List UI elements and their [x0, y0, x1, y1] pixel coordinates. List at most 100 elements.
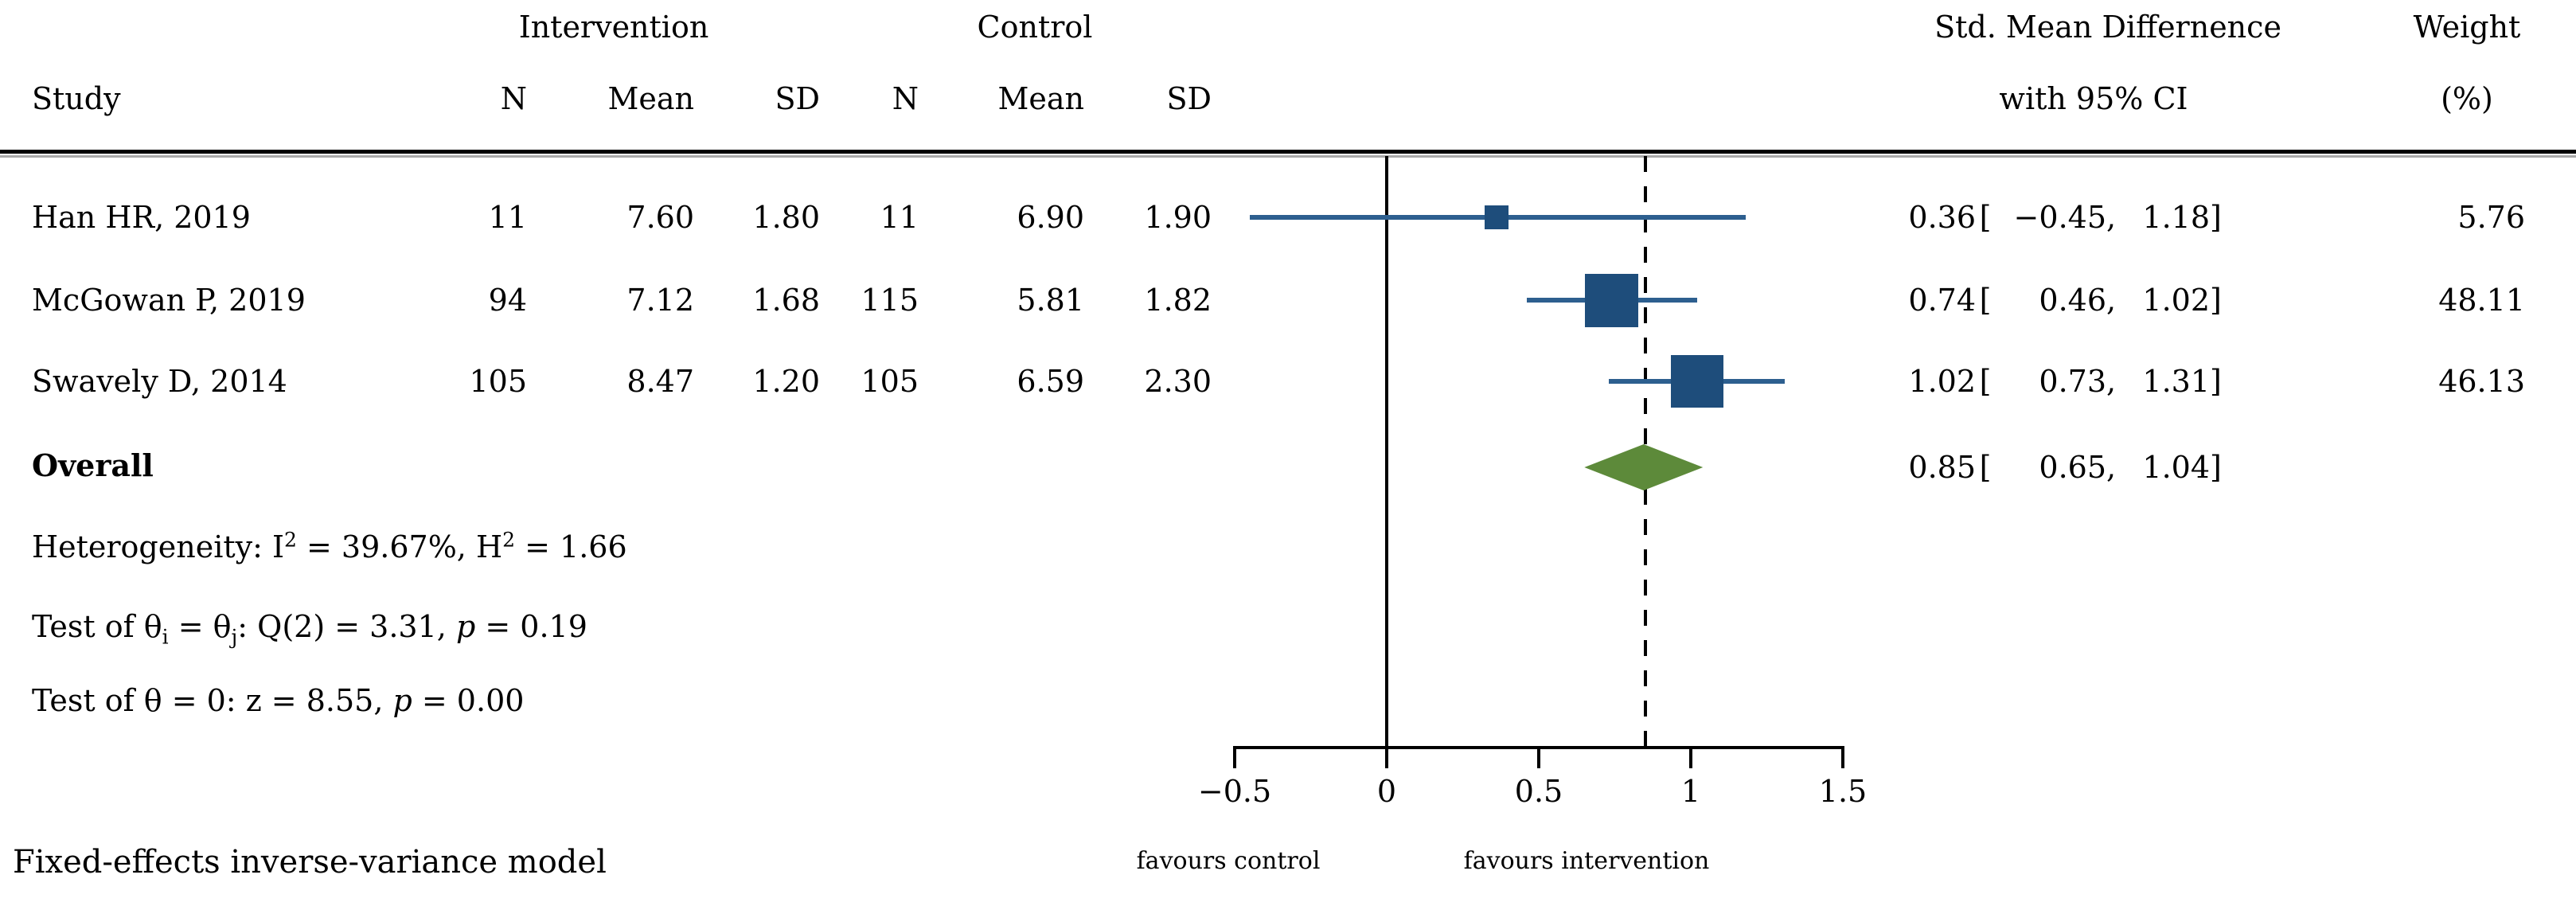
x-axis-tick-label: 0 [1376, 774, 1397, 809]
stats-segment: p [455, 609, 476, 644]
x-axis-tick-label: −0.5 [1197, 774, 1272, 809]
ctl-mean-cell: 6.90 [1017, 200, 1084, 235]
ctl-mean-cell: 5.81 [1017, 283, 1084, 318]
ci-punct: ] [2210, 364, 2222, 399]
header-ctl-n: N [892, 81, 919, 116]
zero-line [1385, 156, 1388, 746]
model-footnote: Fixed-effects inverse-variance model [13, 844, 607, 881]
ci-punct: ] [2210, 283, 2222, 318]
ci-punct: , [2106, 450, 2117, 485]
x-axis-tick-label: 1.5 [1818, 774, 1868, 809]
effect-ci-text: 1.02[0.73, 1.31] [1872, 360, 2227, 403]
int-n-cell: 11 [488, 200, 527, 235]
effect-estimate: 1.02 [1908, 364, 1976, 399]
header-rule [0, 150, 2576, 158]
stats-segment: = 39.67%, H [296, 529, 503, 564]
x-axis-tick-label: 0.5 [1514, 774, 1563, 809]
stats-segment: : Q(2) = 3.31, [237, 609, 456, 644]
int-sd-cell: 1.80 [752, 200, 820, 235]
weight-cell: 5.76 [2457, 200, 2525, 235]
ci-lower: −0.45 [2013, 200, 2106, 235]
overall-diamond [1584, 444, 1704, 490]
x-axis-tick [1233, 746, 1236, 768]
int-n-cell: 105 [469, 364, 527, 399]
int-mean-cell: 7.60 [626, 200, 694, 235]
effect-marker-square [1585, 273, 1639, 327]
x-axis-tick [1385, 746, 1388, 768]
effect-estimate: 0.74 [1908, 283, 1976, 318]
header-ctl-sd: SD [1166, 81, 1212, 116]
stats-segment: 2 [284, 528, 297, 552]
effect-estimate: 0.85 [1908, 450, 1976, 485]
int-n-cell: 94 [488, 283, 527, 318]
header-weight-line2: (%) [2441, 81, 2493, 116]
effect-ci-text: 0.74[0.46, 1.02] [1872, 279, 2227, 322]
ci-lower: 0.46 [2039, 283, 2106, 318]
stats-segment: = 1.66 [515, 529, 627, 564]
ctl-n-cell: 115 [861, 283, 919, 318]
ci-punct: [ [1979, 200, 1992, 235]
x-axis-tick [1841, 746, 1844, 768]
effect-marker-square [1670, 355, 1723, 408]
ci-punct: , [2106, 200, 2117, 235]
header-rule-gray [0, 155, 2576, 158]
effect-ci-text: 0.36[ −0.45, 1.18] [1872, 196, 2227, 239]
int-mean-cell: 8.47 [626, 364, 694, 399]
ci-punct: ] [2210, 200, 2222, 235]
header-study: Study [32, 81, 121, 116]
ci-upper: 1.02 [2142, 283, 2210, 318]
header-effect-line1: Std. Mean Differnence [1934, 10, 2281, 45]
ctl-n-cell: 105 [861, 364, 919, 399]
header-effect-line2: with 95% CI [1999, 81, 2188, 116]
stats-segment: Test of θ [32, 609, 162, 644]
header-rule-black [0, 150, 2576, 154]
stats-segment: Test of θ = 0: z = 8.55, [32, 683, 393, 718]
favours-control-label: favours control [1136, 847, 1321, 875]
ctl-mean-cell: 6.59 [1017, 364, 1084, 399]
favours-intervention-label: favours intervention [1463, 847, 1710, 875]
ctl-sd-cell: 2.30 [1144, 364, 1212, 399]
study-label: Swavely D, 2014 [32, 364, 287, 399]
weight-cell: 46.13 [2438, 364, 2525, 399]
stats-line-test-theta-ij: Test of θi = θj: Q(2) = 3.31, p = 0.19 [32, 605, 587, 648]
stats-line-heterogeneity: Heterogeneity: I2 = 39.67%, H2 = 1.66 [32, 525, 627, 568]
effect-ci-text: 0.85[0.65, 1.04] [1872, 446, 2227, 489]
stats-segment: = θ [168, 609, 232, 644]
header-weight-line1: Weight [2413, 10, 2521, 45]
ci-punct: [ [1979, 450, 1992, 485]
header-int-sd: SD [775, 81, 821, 116]
stats-segment: i [162, 625, 169, 649]
ci-punct: [ [1979, 283, 1992, 318]
ci-punct: ] [2210, 450, 2222, 485]
stats-segment: = 0.19 [475, 609, 587, 644]
ctl-sd-cell: 1.90 [1144, 200, 1212, 235]
stats-segment: = 0.00 [412, 683, 525, 718]
ci-punct: [ [1979, 364, 1992, 399]
stats-line-test-theta-zero: Test of θ = 0: z = 8.55, p = 0.00 [32, 679, 524, 722]
x-axis-tick-label: 1 [1680, 774, 1701, 809]
int-sd-cell: 1.68 [752, 283, 820, 318]
ci-lower: 0.73 [2039, 364, 2106, 399]
header-int-n: N [500, 81, 527, 116]
ci-lower: 0.65 [2039, 450, 2106, 485]
ci-upper: 1.31 [2142, 364, 2210, 399]
weight-cell: 48.11 [2438, 283, 2525, 318]
header-ctl-mean: Mean [997, 81, 1084, 116]
study-label: McGowan P, 2019 [32, 283, 306, 318]
ctl-sd-cell: 1.82 [1144, 283, 1212, 318]
header-group-control: Control [977, 10, 1093, 45]
header-group-intervention: Intervention [518, 10, 709, 45]
int-mean-cell: 7.12 [626, 283, 694, 318]
header-int-mean: Mean [607, 81, 694, 116]
overall-label: Overall [32, 447, 154, 483]
stats-segment: p [392, 683, 412, 718]
int-sd-cell: 1.20 [752, 364, 820, 399]
effect-marker-square [1484, 205, 1509, 229]
ci-upper: 1.18 [2142, 200, 2210, 235]
ci-punct: , [2106, 364, 2117, 399]
x-axis-tick [1537, 746, 1540, 768]
effect-estimate: 0.36 [1908, 200, 1976, 235]
stats-segment: Heterogeneity: I [32, 529, 284, 564]
ci-punct: , [2106, 283, 2117, 318]
